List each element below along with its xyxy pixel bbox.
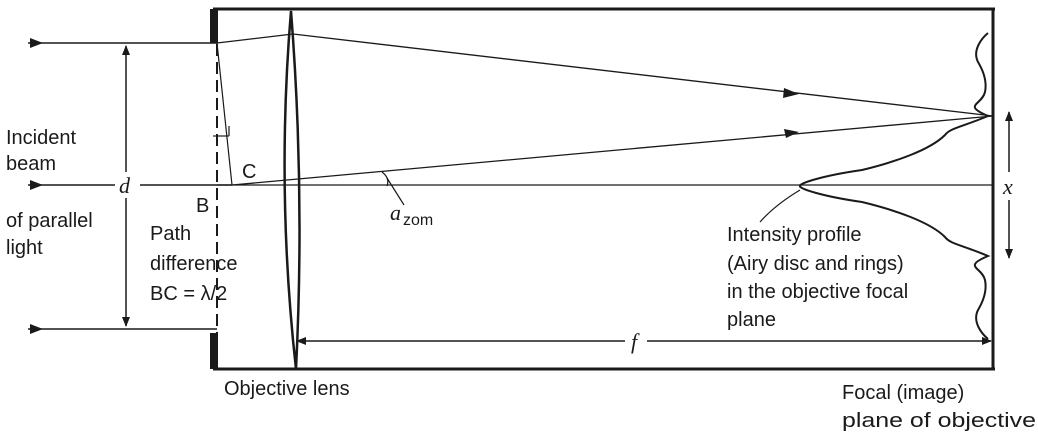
- path-label-3: BC = λ/2: [150, 283, 227, 305]
- focal-plane-label-1: Focal (image): [842, 382, 964, 404]
- f-label: f: [631, 329, 640, 354]
- aperture-stop: [210, 9, 218, 369]
- intensity-profile: [798, 32, 991, 340]
- intensity-leader: [759, 189, 801, 223]
- point-b-label: B: [196, 195, 209, 217]
- incident-rays: [28, 38, 217, 334]
- intensity-label-3: in the objective focal: [727, 281, 908, 303]
- incident-label-4: light: [6, 237, 43, 259]
- focused-rays: [216, 33, 994, 186]
- intensity-label-1: Intensity profile: [727, 224, 862, 246]
- alpha-label: a: [390, 200, 401, 225]
- path-difference-construction: [213, 42, 233, 186]
- path-label-2: difference: [150, 253, 237, 275]
- alpha-subscript: zom: [403, 212, 433, 229]
- housing-frame: [213, 7, 995, 371]
- objective-lens: [283, 10, 301, 370]
- intensity-label-4: plane: [727, 309, 776, 331]
- angle-leader: [386, 177, 405, 206]
- d-label: d: [119, 173, 131, 198]
- path-label-1: Path: [150, 223, 191, 245]
- objective-lens-label: Objective lens: [224, 378, 350, 400]
- incident-label-1: Incident: [6, 127, 76, 149]
- point-c-label: C: [242, 161, 256, 183]
- x-label: x: [1002, 174, 1013, 199]
- incident-label-2: beam: [6, 153, 56, 175]
- focal-plane-label-2: plane of objective: [842, 410, 1036, 432]
- intensity-label-2: (Airy disc and rings): [727, 253, 904, 275]
- incident-label-3: of parallel: [6, 210, 93, 232]
